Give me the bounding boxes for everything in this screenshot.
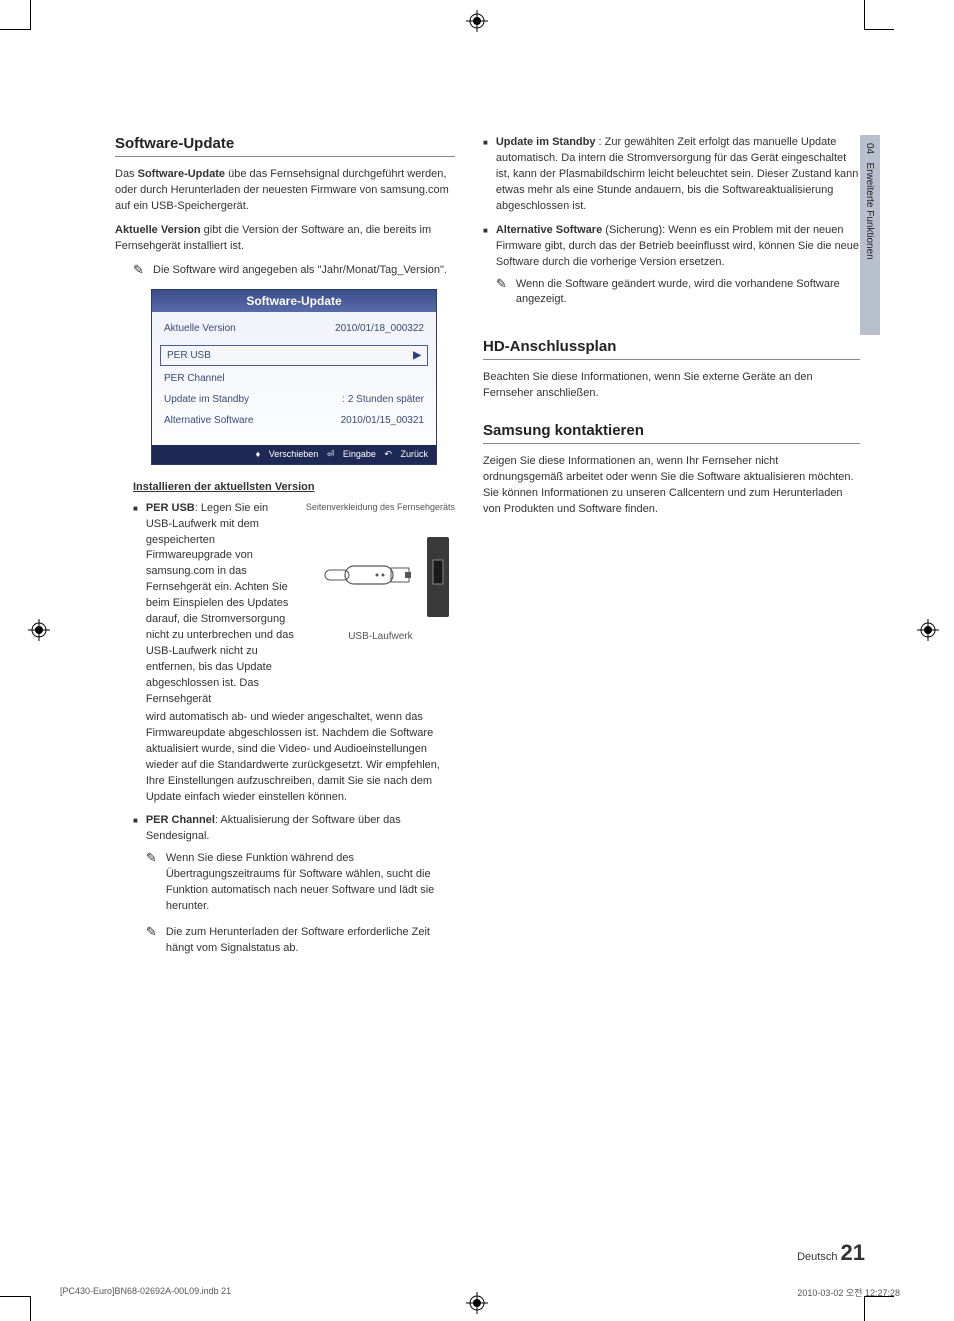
note-text: Wenn Sie diese Funktion während des Über… — [166, 851, 455, 915]
right-column: Update im Standby : Zur gewählten Zeit e… — [483, 135, 860, 975]
note-icon: ✎ — [133, 263, 147, 279]
osd-value: 2010/01/18_000322 — [335, 323, 424, 334]
crop-mark — [864, 0, 865, 30]
note-icon: ✎ — [146, 851, 160, 915]
heading-hd-plan: HD-Anschlussplan — [483, 338, 860, 360]
paragraph-hd: Beachten Sie diese Informationen, wenn S… — [483, 370, 860, 402]
source-file: [PC430-Euro]BN68-02692A-00L09.indb 21 — [60, 1286, 231, 1299]
svg-text:USB: USB — [417, 568, 423, 579]
paragraph-contact: Zeigen Sie diese Informationen an, wenn … — [483, 454, 860, 518]
left-column: Software-Update Das Software-Update übe … — [115, 135, 455, 975]
crop-mark — [30, 0, 31, 30]
osd-row-alternative: Alternative Software 2010/01/15_00321 — [162, 410, 426, 431]
osd-menu-software-update: Software-Update Aktuelle Version 2010/01… — [151, 289, 437, 465]
crop-mark — [0, 29, 30, 30]
osd-row-current-version: Aktuelle Version 2010/01/18_000322 — [162, 318, 426, 339]
registration-mark-icon — [466, 10, 488, 32]
bullet-per-usb: PER USB: Legen Sie ein USB-Laufwerk mit … — [133, 501, 455, 806]
registration-mark-icon — [917, 619, 939, 641]
osd-label: PER Channel — [164, 373, 225, 384]
note-icon: ✎ — [146, 925, 160, 957]
crop-mark — [0, 1296, 30, 1297]
osd-value: : 2 Stunden später — [342, 394, 424, 405]
arrow-right-icon: ▶ — [413, 350, 421, 361]
crop-mark — [30, 1296, 31, 1321]
osd-menu-title: Software-Update — [152, 290, 436, 312]
osd-label: Update im Standby — [164, 394, 249, 405]
note-software-format: ✎ Die Software wird angegeben als "Jahr/… — [133, 263, 455, 279]
bullet-alternative: Alternative Software (Sicherung): Wenn e… — [483, 223, 860, 319]
move-icon: ♦ — [256, 449, 261, 459]
subheading-install: Installieren der aktuellsten Version — [133, 481, 455, 493]
heading-software-update: Software-Update — [115, 135, 455, 157]
osd-row-standby: Update im Standby : 2 Stunden später — [162, 389, 426, 410]
note-text: Wenn die Software geändert wurde, wird d… — [516, 277, 860, 309]
note-icon: ✎ — [496, 277, 510, 309]
crop-mark — [864, 29, 894, 30]
print-date: 2010-03-02 오전 12:27:28 — [797, 1286, 900, 1299]
osd-row-per-usb[interactable]: PER USB ▶ — [160, 345, 428, 366]
page-language: Deutsch — [797, 1251, 837, 1263]
osd-value: 2010/01/15_00321 — [341, 415, 424, 426]
page-number: 21 — [841, 1240, 865, 1265]
crop-mark — [864, 1296, 865, 1321]
note-text: Die zum Herunterladen der Software erfor… — [166, 925, 455, 957]
bullet-per-channel: PER Channel: Aktualisierung der Software… — [133, 813, 455, 967]
paragraph-version: Aktuelle Version gibt die Version der So… — [115, 223, 455, 255]
chapter-number: 04 — [864, 143, 875, 154]
per-usb-text: PER USB: Legen Sie ein USB-Laufwerk mit … — [146, 501, 296, 708]
page-footer: Deutsch 21 — [110, 1240, 865, 1266]
print-metadata: [PC430-Euro]BN68-02692A-00L09.indb 21 20… — [60, 1286, 900, 1299]
note-text: Die Software wird angegeben als "Jahr/Mo… — [153, 263, 447, 279]
heading-contact: Samsung kontaktieren — [483, 422, 860, 444]
bullet-standby: Update im Standby : Zur gewählten Zeit e… — [483, 135, 860, 215]
paragraph-intro: Das Software-Update übe das Fernsehsigna… — [115, 167, 455, 215]
per-usb-text-continued: wird automatisch ab- und wieder angescha… — [146, 710, 455, 806]
chapter-side-tab: 04 Erweiterte Funktionen — [860, 135, 880, 335]
usb-figure: Seitenverkleidung des Fernsehgeräts USB — [306, 501, 455, 708]
osd-label: PER USB — [167, 350, 211, 361]
enter-icon: ⏎ — [327, 449, 335, 459]
registration-mark-icon — [28, 619, 50, 641]
chapter-title: Erweiterte Funktionen — [864, 162, 875, 259]
return-icon: ↶ — [384, 449, 392, 459]
page-body: Software-Update Das Software-Update übe … — [115, 135, 860, 975]
osd-row-per-channel: PER Channel — [162, 368, 426, 389]
usb-diagram-icon: USB — [315, 532, 455, 622]
chapter-side-label: 04 Erweiterte Funktionen — [864, 143, 875, 343]
figure-caption-top: Seitenverkleidung des Fernsehgeräts — [306, 501, 455, 514]
osd-label: Aktuelle Version — [164, 323, 236, 334]
osd-menu-footer: ♦ Verschieben ⏎ Eingabe ↶ Zurück — [152, 445, 436, 464]
osd-label: Alternative Software — [164, 415, 254, 426]
figure-caption-bottom: USB-Laufwerk — [306, 630, 455, 645]
